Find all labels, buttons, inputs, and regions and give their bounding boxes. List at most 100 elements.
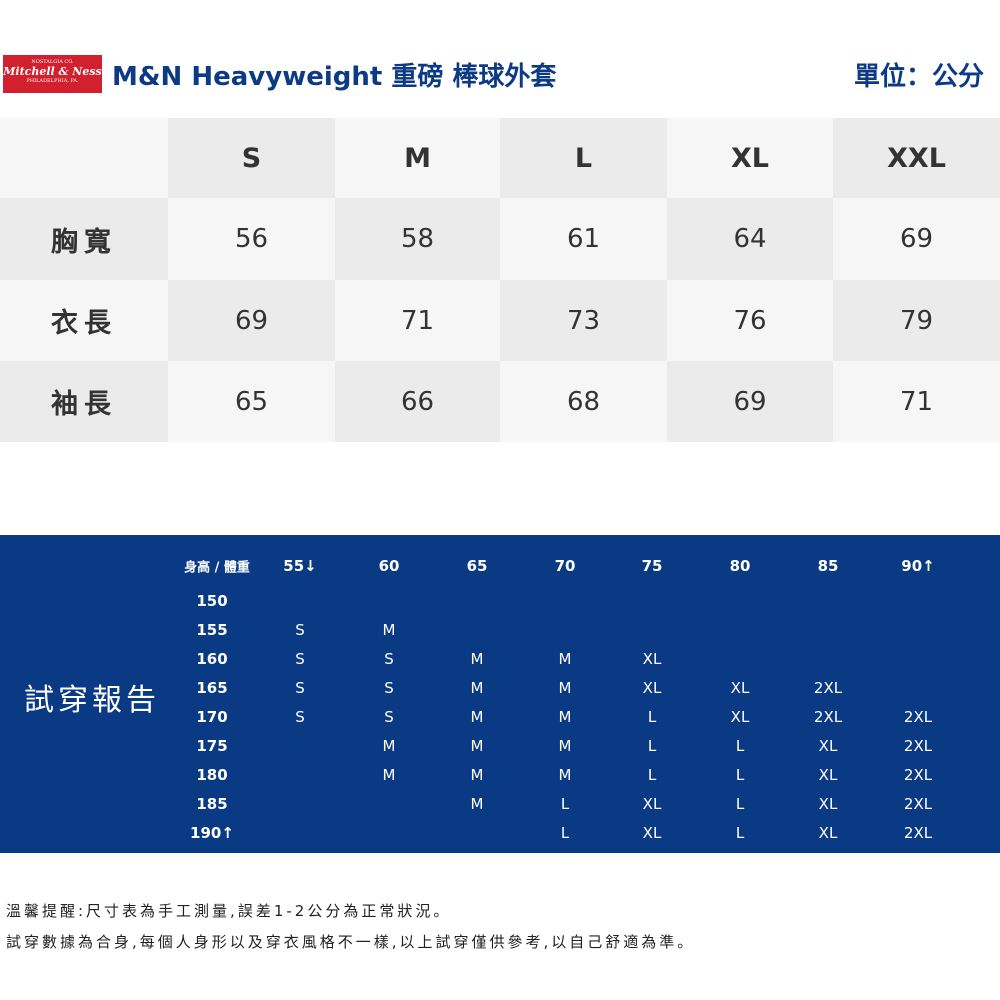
size-cell: S xyxy=(295,708,305,726)
column-header: L xyxy=(500,118,667,198)
size-cell: XL xyxy=(818,824,838,842)
size-cell: M xyxy=(470,679,484,697)
weight-header: 80 xyxy=(729,557,751,575)
size-cell: S xyxy=(384,650,394,668)
value-cell: 56 xyxy=(168,198,335,280)
note: 試穿數據為合身,每個人身形以及穿衣風格不一樣,以上試穿僅供參考,以自己舒適為準。 xyxy=(6,933,696,951)
value-cell: 61 xyxy=(500,198,667,280)
height-label: 180 xyxy=(196,766,228,784)
size-cell: 2XL xyxy=(903,795,933,813)
value-cell: 71 xyxy=(833,361,1000,442)
size-cell: L xyxy=(735,766,745,784)
weight-header: 60 xyxy=(378,557,400,575)
size-cell: L xyxy=(735,824,745,842)
height-label: 165 xyxy=(196,679,228,697)
size-cell: M xyxy=(558,766,572,784)
fit-report: 試穿報告 身高 / 體重 55↓ 60 65 70 75 80 85 90↑ 150 155 S M 16… xyxy=(0,535,1000,853)
size-cell: XL xyxy=(642,679,662,697)
size-cell: 2XL xyxy=(903,766,933,784)
title: M&N Heavyweight 重磅 棒球外套 xyxy=(112,62,557,92)
column-header: XL xyxy=(667,118,833,198)
size-cell: L xyxy=(735,737,745,755)
value-cell: 65 xyxy=(168,361,335,442)
size-cell: 2XL xyxy=(903,708,933,726)
height-label: 190↑ xyxy=(190,824,234,842)
weight-header: 70 xyxy=(554,557,576,575)
size-cell: M xyxy=(558,679,572,697)
size-cell: XL xyxy=(818,766,838,784)
size-cell: M xyxy=(382,621,396,639)
value-cell: 69 xyxy=(667,361,833,442)
size-cell: M xyxy=(382,737,396,755)
weight-header: 90↑ xyxy=(901,557,935,575)
size-cell: L xyxy=(647,708,657,726)
corner-label: 身高 / 體重 xyxy=(184,560,250,576)
size-cell: L xyxy=(647,766,657,784)
value-cell: 66 xyxy=(335,361,500,442)
row-label: 袖長 xyxy=(0,361,168,442)
height-label: 160 xyxy=(196,650,228,668)
row-label: 胸寬 xyxy=(0,198,168,280)
weight-header: 85 xyxy=(817,557,839,575)
value-cell: 76 xyxy=(667,280,833,361)
value-cell: 68 xyxy=(500,361,667,442)
size-cell: M xyxy=(470,737,484,755)
logo-bottom: PHILADELPHIA, PA. xyxy=(26,78,79,84)
value-cell: 73 xyxy=(500,280,667,361)
size-cell: 2XL xyxy=(903,824,933,842)
size-cell: 2XL xyxy=(813,679,843,697)
size-cell: XL xyxy=(818,737,838,755)
logo: NOSTALGIA CO. Mitchell & Ness PHILADELPH… xyxy=(3,55,102,93)
size-cell: S xyxy=(384,708,394,726)
height-label: 175 xyxy=(196,737,228,755)
logo-brand: Mitchell & Ness xyxy=(3,65,102,78)
size-cell: XL xyxy=(730,708,750,726)
size-cell: XL xyxy=(818,795,838,813)
height-label: 150 xyxy=(196,592,228,610)
value-cell: 79 xyxy=(833,280,1000,361)
size-cell: S xyxy=(295,679,305,697)
size-cell: M xyxy=(470,795,484,813)
size-cell: XL xyxy=(730,679,750,697)
column-header: XXL xyxy=(833,118,1000,198)
height-label: 170 xyxy=(196,708,228,726)
column-header: S xyxy=(168,118,335,198)
weight-header: 55↓ xyxy=(283,557,317,575)
size-cell: L xyxy=(647,737,657,755)
value-cell: 64 xyxy=(667,198,833,280)
size-cell: XL xyxy=(642,650,662,668)
logo-top: NOSTALGIA CO. xyxy=(31,59,74,65)
size-cell: S xyxy=(384,679,394,697)
size-cell: M xyxy=(558,708,572,726)
size-cell: L xyxy=(560,824,570,842)
size-cell: M xyxy=(558,650,572,668)
size-cell: 2XL xyxy=(813,708,843,726)
column-header: M xyxy=(335,118,500,198)
size-cell: M xyxy=(470,708,484,726)
fit-title: 試穿報告 xyxy=(24,683,160,718)
size-cell: 2XL xyxy=(903,737,933,755)
note: 溫馨提醒:尺寸表為手工測量,誤差1-2公分為正常狀況。 xyxy=(6,902,452,920)
size-cell: S xyxy=(295,650,305,668)
weight-header: 75 xyxy=(641,557,663,575)
size-cell: M xyxy=(470,766,484,784)
size-cell: L xyxy=(560,795,570,813)
size-cell: L xyxy=(735,795,745,813)
cell xyxy=(0,118,168,198)
value-cell: 58 xyxy=(335,198,500,280)
size-cell: M xyxy=(382,766,396,784)
size-cell: M xyxy=(558,737,572,755)
size-cell: XL xyxy=(642,795,662,813)
size-cell: M xyxy=(470,650,484,668)
row-label: 衣長 xyxy=(0,280,168,361)
value-cell: 69 xyxy=(168,280,335,361)
weight-header: 65 xyxy=(466,557,488,575)
size-cell: S xyxy=(295,621,305,639)
value-cell: 69 xyxy=(833,198,1000,280)
height-label: 155 xyxy=(196,621,228,639)
unit: 單位：公分 xyxy=(853,62,984,92)
size-cell: XL xyxy=(642,824,662,842)
value-cell: 71 xyxy=(335,280,500,361)
height-label: 185 xyxy=(196,795,228,813)
